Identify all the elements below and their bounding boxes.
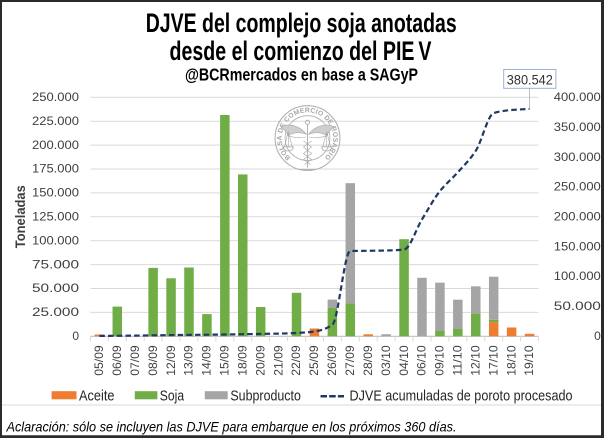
- svg-text:17/10: 17/10: [486, 345, 500, 376]
- svg-text:150.000: 150.000: [554, 239, 601, 253]
- svg-text:desde el comienzo del PIE V: desde el comienzo del PIE V: [170, 36, 432, 66]
- svg-text:Toneladas: Toneladas: [13, 185, 28, 248]
- svg-text:15/09: 15/09: [218, 345, 232, 376]
- svg-text:04/10: 04/10: [397, 345, 411, 376]
- svg-text:250.000: 250.000: [554, 180, 601, 194]
- svg-text:12/10: 12/10: [468, 345, 482, 376]
- svg-text:225.000: 225.000: [32, 114, 79, 128]
- svg-text:50.000: 50.000: [554, 299, 601, 313]
- svg-text:06/10: 06/10: [415, 345, 429, 376]
- svg-text:18/10: 18/10: [504, 345, 518, 376]
- svg-text:22/09: 22/09: [289, 345, 303, 376]
- svg-text:09/10: 09/10: [433, 345, 447, 376]
- svg-text:Subproducto: Subproducto: [230, 389, 301, 405]
- svg-text:08/09: 08/09: [146, 345, 160, 376]
- svg-text:250.000: 250.000: [32, 90, 79, 104]
- svg-text:100.000: 100.000: [554, 269, 601, 283]
- svg-text:26/09: 26/09: [325, 345, 339, 376]
- svg-text:25/09: 25/09: [307, 345, 321, 376]
- svg-text:@BCRmercados en base a SAGyP: @BCRmercados en base a SAGyP: [185, 65, 418, 85]
- svg-text:13/09: 13/09: [182, 345, 196, 376]
- svg-text:380.542: 380.542: [507, 71, 553, 87]
- svg-text:350.000: 350.000: [554, 120, 601, 134]
- svg-text:175.000: 175.000: [32, 162, 79, 176]
- svg-text:21/09: 21/09: [271, 345, 285, 376]
- svg-text:75.000: 75.000: [32, 257, 79, 271]
- svg-text:14/09: 14/09: [200, 345, 214, 376]
- svg-text:03/10: 03/10: [379, 345, 393, 376]
- svg-text:50.000: 50.000: [32, 281, 79, 295]
- svg-text:DJVE del complejo soja anotada: DJVE del complejo soja anotadas: [146, 8, 457, 38]
- svg-text:DJVE acumuladas de poroto proc: DJVE acumuladas de poroto procesado: [350, 389, 573, 405]
- svg-text:25.000: 25.000: [32, 305, 79, 319]
- svg-text:0: 0: [594, 329, 601, 343]
- svg-text:Aclaración: sólo se incluyen l: Aclaración: sólo se incluyen las DJVE pa…: [6, 419, 457, 435]
- svg-text:05/09: 05/09: [92, 345, 106, 376]
- svg-text:0: 0: [72, 329, 79, 343]
- svg-text:150.000: 150.000: [32, 186, 79, 200]
- svg-text:07/09: 07/09: [128, 345, 142, 376]
- svg-text:300.000: 300.000: [554, 150, 601, 164]
- svg-text:125.000: 125.000: [32, 210, 79, 224]
- svg-text:200.000: 200.000: [554, 210, 601, 224]
- svg-text:20/09: 20/09: [253, 345, 267, 376]
- svg-text:Soja: Soja: [160, 389, 185, 405]
- svg-text:18/09: 18/09: [235, 345, 249, 376]
- svg-text:27/09: 27/09: [343, 345, 357, 376]
- svg-text:Aceite: Aceite: [79, 389, 115, 405]
- svg-text:100.000: 100.000: [32, 233, 79, 247]
- svg-text:200.000: 200.000: [32, 138, 79, 152]
- svg-text:11/10: 11/10: [451, 345, 465, 376]
- svg-text:06/09: 06/09: [110, 345, 124, 376]
- svg-text:400.000: 400.000: [554, 90, 601, 104]
- svg-text:12/09: 12/09: [164, 345, 178, 376]
- svg-text:28/09: 28/09: [361, 345, 375, 376]
- svg-text:19/10: 19/10: [522, 345, 536, 376]
